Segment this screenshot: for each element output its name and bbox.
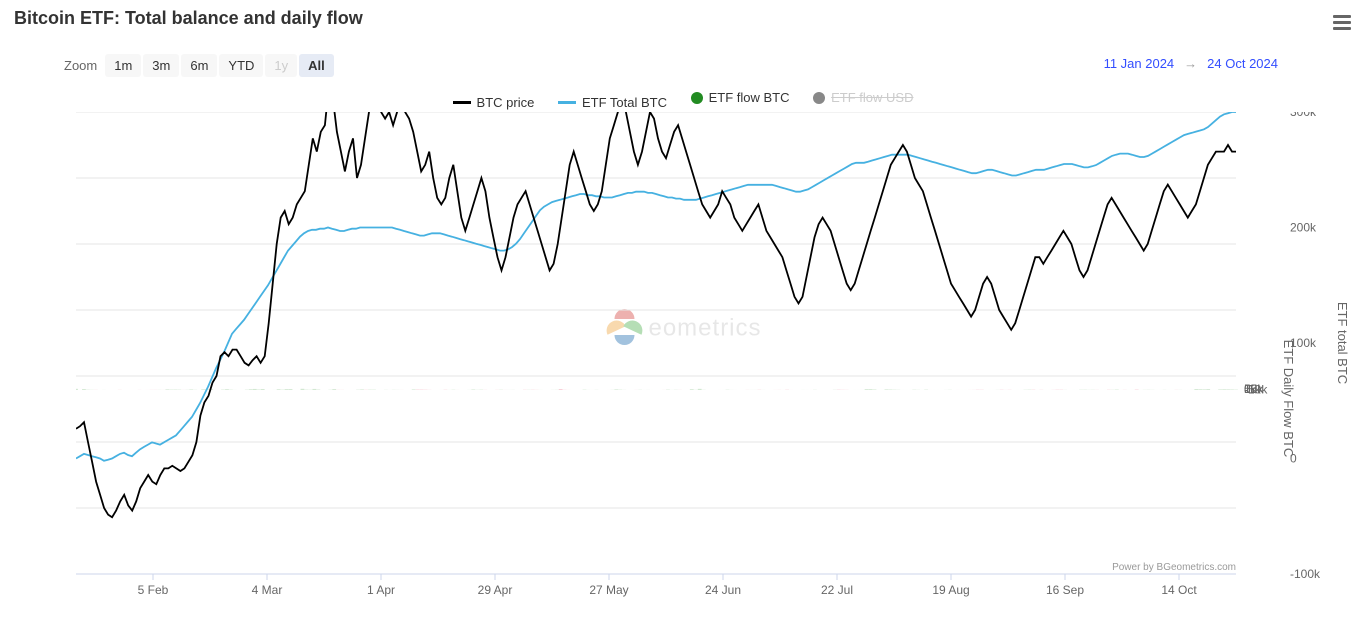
- legend-btc-price[interactable]: BTC price: [453, 95, 535, 110]
- legend-etf-flow-btc[interactable]: ETF flow BTC: [691, 90, 790, 105]
- svg-text:29 Apr: 29 Apr: [478, 583, 513, 597]
- svg-text:24 Jun: 24 Jun: [705, 583, 741, 597]
- svg-text:15k: 15k: [1244, 382, 1264, 396]
- legend-etf-total[interactable]: ETF Total BTC: [558, 95, 667, 110]
- plot-area: 35k40k45k50k55k60k65k70kBTC price-100k01…: [76, 112, 1366, 624]
- zoom-btn-ytd[interactable]: YTD: [219, 54, 263, 77]
- svg-text:ETF Daily Flow BTC: ETF Daily Flow BTC: [1281, 340, 1296, 458]
- svg-text:5 Feb: 5 Feb: [138, 583, 169, 597]
- zoom-label: Zoom: [64, 58, 97, 73]
- legend-dot-icon: [691, 92, 703, 104]
- svg-text:19 Aug: 19 Aug: [932, 583, 969, 597]
- zoom-btn-3m[interactable]: 3m: [143, 54, 179, 77]
- legend-line-icon: [453, 101, 471, 104]
- legend-etf-flow-usd[interactable]: ETF flow USD: [813, 90, 913, 105]
- svg-text:-100k: -100k: [1290, 567, 1321, 581]
- svg-text:27 May: 27 May: [589, 583, 628, 597]
- svg-text:16 Sep: 16 Sep: [1046, 583, 1084, 597]
- svg-text:4 Mar: 4 Mar: [252, 583, 283, 597]
- zoom-btn-1y: 1y: [265, 54, 297, 77]
- svg-text:Power by BGeometrics.com: Power by BGeometrics.com: [1112, 562, 1236, 573]
- svg-text:300k: 300k: [1290, 112, 1317, 119]
- chart-container: Bitcoin ETF: Total balance and daily flo…: [0, 0, 1366, 633]
- zoom-group: Zoom 1m 3m 6m YTD 1y All: [64, 54, 334, 77]
- date-range: 11 Jan 2024 → 24 Oct 2024: [1104, 56, 1278, 71]
- date-arrow-icon: →: [1184, 56, 1197, 71]
- legend-line-icon: [558, 101, 576, 104]
- svg-text:ETF total BTC: ETF total BTC: [1335, 302, 1350, 384]
- svg-text:14 Oct: 14 Oct: [1161, 583, 1197, 597]
- zoom-btn-1m[interactable]: 1m: [105, 54, 141, 77]
- date-to[interactable]: 24 Oct 2024: [1207, 56, 1278, 71]
- zoom-btn-6m[interactable]: 6m: [181, 54, 217, 77]
- svg-text:22 Jul: 22 Jul: [821, 583, 853, 597]
- legend: BTC price ETF Total BTC ETF flow BTC ETF…: [0, 90, 1366, 110]
- legend-dot-icon: [813, 92, 825, 104]
- date-from[interactable]: 11 Jan 2024: [1104, 56, 1175, 71]
- zoom-btn-all[interactable]: All: [299, 54, 334, 77]
- svg-text:1 Apr: 1 Apr: [367, 583, 395, 597]
- svg-text:200k: 200k: [1290, 221, 1317, 235]
- hamburger-menu-icon[interactable]: [1328, 12, 1356, 36]
- chart-title: Bitcoin ETF: Total balance and daily flo…: [14, 8, 363, 29]
